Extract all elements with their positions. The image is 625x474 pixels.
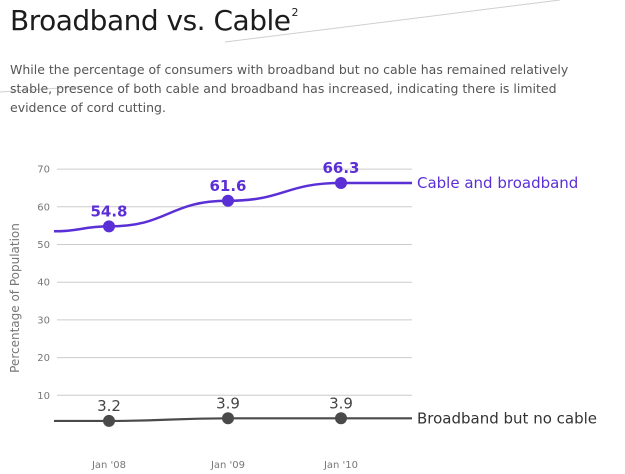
y-tick-30: 30: [37, 315, 50, 326]
y-tick-10: 10: [37, 391, 50, 402]
series-0-label-1: 61.6: [209, 177, 246, 195]
series-1-label-1: 3.9: [216, 394, 240, 412]
y-tick-50: 50: [37, 240, 50, 251]
x-tick-0: Jan '08: [91, 460, 126, 471]
series-layer: 54.8 61.6 66.3 Cable and broadband 3.2 3.9 3.9…: [53, 159, 597, 427]
series-1-point-2: [335, 412, 347, 425]
series-0-label-0: 54.8: [90, 202, 127, 220]
page-title: Broadband vs. Cable2: [10, 4, 298, 37]
series-0-point-2: [335, 177, 347, 190]
y-axis-label: Percentage of Population: [8, 223, 22, 373]
series-name-0: Cable and broadband: [417, 174, 578, 192]
line-chart: 10 20 30 40 50 60 70 Jan '08 Jan '09 Jan '10 54.…: [8, 159, 597, 471]
title-footnote: 2: [291, 6, 298, 19]
series-1-point-0: [103, 414, 115, 427]
series-0-point-0: [103, 220, 115, 233]
series-0-point-1: [222, 194, 234, 207]
series-1-label-0: 3.2: [97, 397, 121, 415]
x-tick-2: Jan '10: [323, 460, 358, 471]
page-subtitle: While the percentage of consumers with b…: [10, 62, 569, 115]
y-tick-labels: 10 20 30 40 50 60 70: [37, 165, 50, 402]
x-tick-labels: Jan '08 Jan '09 Jan '10: [91, 460, 358, 471]
y-tick-20: 20: [37, 353, 50, 364]
page-title-text: Broadband vs. Cable: [10, 4, 291, 37]
decorative-line-top: [224, 0, 561, 43]
x-tick-1: Jan '09: [210, 460, 245, 471]
grid: [57, 168, 412, 396]
y-tick-60: 60: [37, 202, 50, 213]
decorative-line-left: [0, 85, 91, 93]
y-tick-70: 70: [37, 165, 50, 176]
series-0-label-2: 66.3: [322, 159, 359, 177]
series-1-point-1: [222, 412, 234, 425]
series-name-1: Broadband but no cable: [417, 409, 597, 427]
y-tick-40: 40: [37, 278, 50, 289]
series-1-label-2: 3.9: [329, 394, 353, 412]
